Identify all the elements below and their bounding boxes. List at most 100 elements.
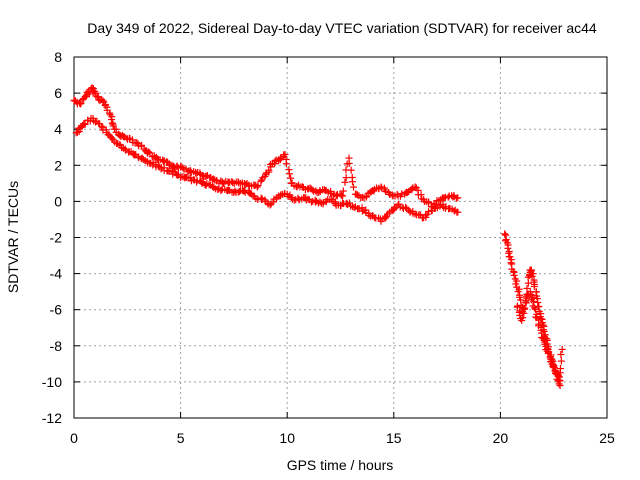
data-point xyxy=(513,303,521,311)
data-point xyxy=(501,230,509,238)
data-point xyxy=(187,167,195,175)
data-point xyxy=(362,208,370,216)
data-point xyxy=(436,202,444,210)
data-point xyxy=(422,211,430,219)
axis-ticks xyxy=(73,56,608,419)
data-point xyxy=(530,298,538,306)
data-point xyxy=(518,309,526,317)
data-point xyxy=(145,148,153,156)
data-point xyxy=(339,192,347,200)
data-point xyxy=(534,298,542,306)
data-point xyxy=(558,345,566,353)
data-point xyxy=(520,304,528,312)
x-tick-label: 20 xyxy=(493,430,509,446)
y-tick-label: -4 xyxy=(50,266,63,282)
data-point xyxy=(523,284,531,292)
data-point xyxy=(76,100,84,108)
data-point xyxy=(341,178,349,186)
data-point xyxy=(531,304,539,312)
data-point xyxy=(510,271,518,279)
y-tick-label: -6 xyxy=(50,302,63,318)
data-point xyxy=(509,268,517,276)
data-point xyxy=(532,305,540,313)
x-tick-label: 15 xyxy=(386,430,402,446)
data-point xyxy=(350,183,358,191)
data-point xyxy=(342,174,350,182)
data-point xyxy=(287,174,295,182)
data-point xyxy=(555,376,563,384)
data-point xyxy=(530,282,538,290)
data-point xyxy=(254,182,262,190)
data-point xyxy=(322,197,330,205)
data-point xyxy=(402,203,410,211)
data-point xyxy=(159,156,167,164)
data-point xyxy=(549,363,557,371)
y-tick-label: -2 xyxy=(50,230,63,246)
data-point xyxy=(281,150,289,158)
y-tick-label: -12 xyxy=(42,410,62,426)
data-point xyxy=(108,134,116,142)
x-tick-label: 25 xyxy=(599,430,615,446)
y-tick-label: 2 xyxy=(54,157,62,173)
y-tick-label: -10 xyxy=(42,374,62,390)
data-point xyxy=(285,170,293,178)
data-point xyxy=(532,313,540,321)
data-point xyxy=(350,204,358,212)
data-point xyxy=(502,236,510,244)
y-tick-label: 0 xyxy=(54,193,62,209)
data-points xyxy=(70,84,566,390)
data-point xyxy=(528,272,536,280)
data-point xyxy=(91,118,99,126)
y-tick-label: -8 xyxy=(50,338,63,354)
data-point xyxy=(257,177,265,185)
data-point xyxy=(556,377,564,385)
data-point xyxy=(209,175,217,183)
x-tick-label: 0 xyxy=(70,430,78,446)
data-point xyxy=(81,120,89,128)
y-tick-labels: -12 -10 -8 -6 -4 -2 0 2 4 6 8 xyxy=(42,49,62,426)
data-point xyxy=(339,187,347,195)
y-tick-label: 4 xyxy=(54,121,62,137)
data-point xyxy=(544,349,552,357)
data-point xyxy=(88,84,96,92)
data-point xyxy=(202,172,210,180)
data-point xyxy=(108,116,116,124)
y-tick-label: 8 xyxy=(54,49,62,65)
data-point xyxy=(382,214,390,222)
x-axis-label: GPS time / hours xyxy=(287,457,394,473)
data-point xyxy=(557,351,565,359)
data-point xyxy=(454,194,462,202)
data-point xyxy=(108,119,116,127)
data-point xyxy=(192,170,200,178)
data-point xyxy=(80,120,88,128)
data-point xyxy=(261,196,269,204)
data-point xyxy=(342,200,350,208)
data-point xyxy=(101,102,109,110)
data-point xyxy=(557,357,565,365)
data-point xyxy=(337,191,345,199)
data-point xyxy=(331,198,339,206)
data-point xyxy=(540,337,548,345)
data-point xyxy=(82,92,90,100)
data-point xyxy=(225,186,233,194)
data-point xyxy=(348,178,356,186)
data-point xyxy=(454,208,462,216)
y-axis-label: SDTVAR / TECUs xyxy=(5,181,21,293)
data-point xyxy=(98,122,106,130)
data-point xyxy=(77,99,85,107)
x-tick-label: 5 xyxy=(177,430,185,446)
data-point xyxy=(327,187,335,195)
data-point xyxy=(106,109,114,117)
data-point xyxy=(347,166,355,174)
data-point xyxy=(282,160,290,168)
data-point xyxy=(358,207,366,215)
data-point xyxy=(73,128,81,136)
y-tick-label: 6 xyxy=(54,85,62,101)
chart-title: Day 349 of 2022, Sidereal Day-to-day VTE… xyxy=(87,20,597,36)
data-point xyxy=(512,280,520,288)
data-point xyxy=(504,244,512,252)
data-point xyxy=(526,288,534,296)
data-point xyxy=(507,259,515,267)
data-point xyxy=(377,183,385,191)
